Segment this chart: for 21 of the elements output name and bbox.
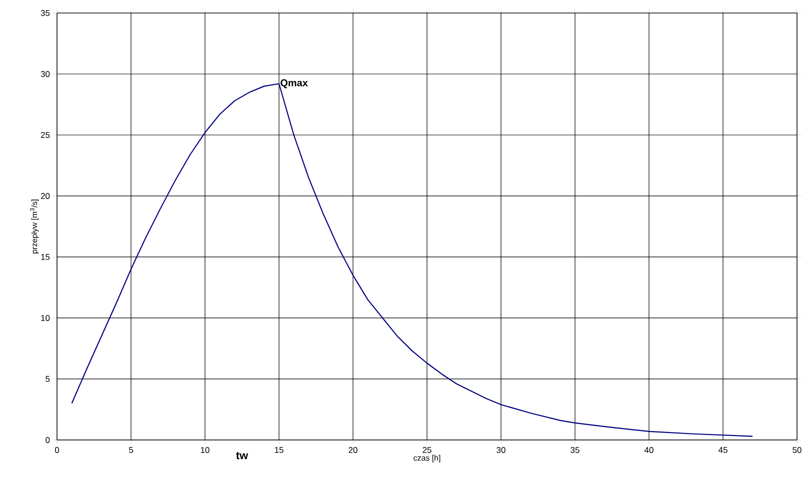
x-tick-label: 15 [274,447,284,453]
x-tick-label: 45 [718,447,728,453]
annotation: Qmax [280,79,308,88]
x-tick-label: 0 [54,447,60,453]
x-tick-label: 20 [348,447,358,453]
text: tw [236,452,248,460]
x-tick-label: 30 [496,447,506,453]
y-tick-label: 30 [40,70,50,77]
x-tick-label: 5 [129,447,134,453]
y-tick-label: 5 [46,376,50,382]
y-tick-label: 0 [46,436,50,443]
x-tick-label: 35 [570,447,580,453]
y-tick-label: 20 [40,192,50,199]
y-tick-label: 10 [41,314,50,321]
x-tick-label: 50 [792,447,802,453]
x-tick-label: 10 [200,447,210,453]
y-tick-label: 25 [40,132,50,138]
y-tick-label: 15 [41,254,50,260]
y-tick-label: 35 [40,10,50,16]
x-tick-label: 25 [422,447,432,453]
x-tick-label: 40 [644,447,654,453]
